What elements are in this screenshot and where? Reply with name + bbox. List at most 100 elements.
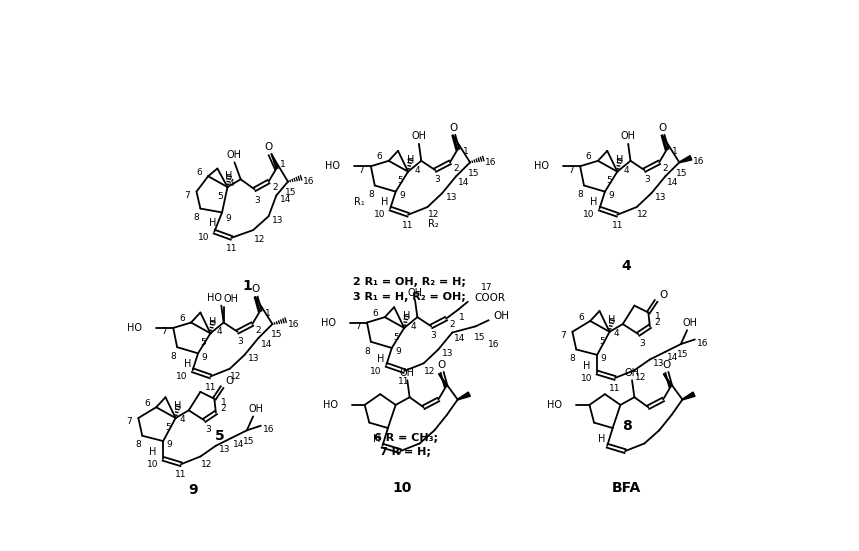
Text: H: H [184,359,191,369]
Text: 12: 12 [230,372,241,381]
Text: O: O [658,123,667,133]
Text: 12: 12 [635,374,646,382]
Text: H: H [406,155,414,165]
Text: 11: 11 [609,384,621,393]
Text: H: H [608,315,616,325]
Text: 8: 8 [577,190,583,199]
Text: 7: 7 [560,331,566,340]
Text: O: O [662,360,670,370]
Text: 14: 14 [454,334,466,343]
Text: 7: 7 [126,417,132,426]
Text: 15: 15 [676,169,687,177]
Text: 2: 2 [221,404,227,413]
Text: 2: 2 [662,164,668,173]
Text: 1: 1 [462,147,468,156]
Text: 10: 10 [198,233,210,242]
Text: 14: 14 [234,440,245,449]
Text: OH: OH [624,368,640,377]
Text: 4: 4 [180,415,186,424]
Text: 6: 6 [376,153,382,161]
Polygon shape [682,392,695,400]
Text: H: H [598,434,606,444]
Text: H: H [616,155,624,165]
Text: H: H [149,447,156,457]
Text: 13: 13 [248,354,259,363]
Text: 13: 13 [655,192,667,202]
Text: 13: 13 [442,349,454,358]
Text: 14: 14 [667,178,679,187]
Text: 3: 3 [639,339,645,348]
Text: O: O [449,123,457,133]
Text: H: H [374,434,381,444]
Text: 9: 9 [399,191,405,200]
Text: 10: 10 [583,210,594,219]
Text: 6 R = CH₃;: 6 R = CH₃; [374,433,438,443]
Polygon shape [458,392,470,400]
Text: 7: 7 [185,191,190,200]
Text: 11: 11 [175,471,186,479]
Text: 13: 13 [219,445,231,454]
Text: HO: HO [325,161,340,171]
Text: 1: 1 [242,279,252,293]
Text: 2: 2 [272,183,277,192]
Text: H: H [377,354,385,364]
Text: H: H [209,317,216,327]
Text: 1: 1 [655,312,661,321]
Text: 14: 14 [280,195,291,204]
Text: R₂: R₂ [429,219,439,229]
Text: R₁: R₁ [354,197,364,207]
Text: H: H [403,311,411,321]
Text: HO: HO [534,161,549,171]
Text: 11: 11 [226,244,237,253]
Text: 5: 5 [200,338,205,347]
Text: 3: 3 [237,337,243,345]
Text: 6: 6 [196,168,202,177]
Text: 3: 3 [644,175,649,184]
Text: 3: 3 [430,331,436,340]
Text: 13: 13 [446,192,457,202]
Text: 12: 12 [253,235,265,244]
Text: 5: 5 [216,192,222,201]
Text: 16: 16 [485,158,497,167]
Polygon shape [679,155,691,163]
Text: 2: 2 [449,320,455,329]
Text: 1: 1 [265,309,271,318]
Text: 2: 2 [256,326,261,334]
Text: 15: 15 [243,436,255,446]
Text: 4: 4 [415,165,420,175]
Text: 2 R₁ = OH, R₂ = H;: 2 R₁ = OH, R₂ = H; [353,277,466,287]
Text: 8: 8 [364,347,370,355]
Text: 9: 9 [600,354,606,363]
Text: H: H [225,171,233,181]
Text: COOR: COOR [474,293,505,303]
Text: 10: 10 [176,372,187,381]
Text: 13: 13 [654,359,665,368]
Text: 14: 14 [458,178,470,187]
Text: 12: 12 [637,210,649,219]
Text: 11: 11 [399,377,410,386]
Text: 10: 10 [374,210,385,219]
Text: 2: 2 [655,318,661,327]
Text: 4: 4 [624,165,630,175]
Text: OH: OH [248,404,264,414]
Text: 3: 3 [254,196,259,204]
Text: OH: OH [399,368,415,377]
Text: 5: 5 [393,333,399,342]
Text: 13: 13 [272,215,283,225]
Text: H: H [582,361,590,371]
Text: 1: 1 [221,398,227,407]
Text: O: O [437,360,446,370]
Text: 11: 11 [204,383,216,392]
Text: 6: 6 [179,314,185,323]
Text: OH: OH [493,311,509,321]
Text: HO: HO [322,400,338,410]
Text: 3: 3 [435,175,441,184]
Text: 16: 16 [263,425,274,434]
Text: 15: 15 [271,331,282,339]
Text: 1: 1 [280,160,285,169]
Text: 4: 4 [613,329,619,338]
Text: 7: 7 [359,165,364,175]
Text: H: H [174,402,181,412]
Text: 12: 12 [201,460,212,469]
Text: 3 R₁ = H, R₂ = OH;: 3 R₁ = H, R₂ = OH; [353,292,466,302]
